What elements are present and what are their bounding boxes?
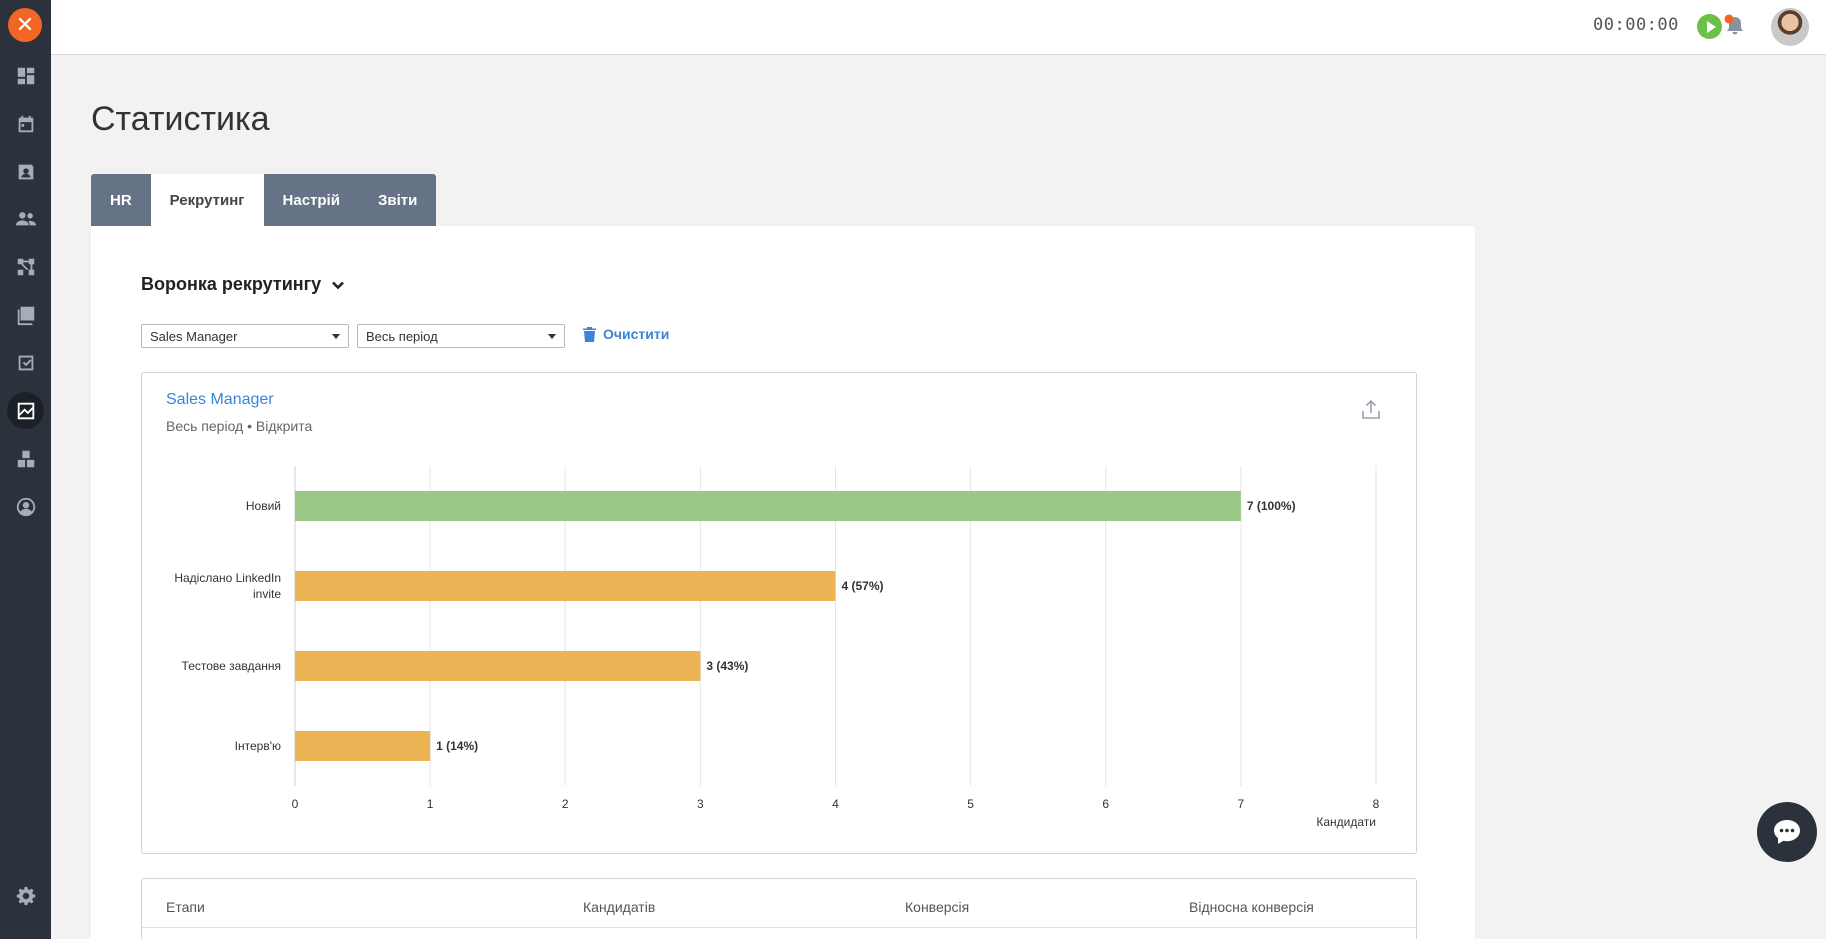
workflow-icon: [17, 258, 34, 275]
caret-down-icon: [332, 334, 340, 339]
trash-icon: [583, 326, 596, 342]
library-icon: [17, 306, 34, 325]
bar-data-label: 7 (100%): [1247, 499, 1296, 513]
y-category-label: Надіслано LinkedIn invite: [174, 571, 281, 601]
y-category-label: Новий: [246, 499, 281, 513]
x-tick-label: 6: [1102, 797, 1109, 811]
table-header-relative-conversion: Відносна конверсія: [1189, 899, 1314, 915]
sidebar-item-tasks[interactable]: [7, 344, 44, 381]
x-tick-label: 7: [1238, 797, 1245, 811]
tab-recruiting[interactable]: Рекрутинг: [150, 174, 264, 226]
bar-data-label: 1 (14%): [436, 739, 478, 753]
dashboard-icon: [17, 67, 34, 84]
funnel-bar-chart: 0 1 2 3 4 5 6 7 8 Кандидати 7 (100%) Новий 4 (57%) На…: [174, 466, 1380, 829]
table-header-candidates: Кандидатів: [583, 899, 656, 915]
funnel-bar: [295, 731, 431, 761]
funnel-table: Етапи Кандидатів Конверсія Відносна конв…: [141, 878, 1417, 939]
top-header: [51, 0, 1826, 55]
people-icon: [15, 211, 36, 225]
sidebar-item-library[interactable]: [7, 296, 44, 333]
chart-vacancy-link[interactable]: Sales Manager: [166, 391, 274, 408]
user-avatar[interactable]: [1771, 8, 1809, 46]
chart-subtitle: Весь період • Відкрита: [166, 418, 313, 434]
chat-button[interactable]: [1757, 802, 1817, 862]
sidebar-item-settings[interactable]: [7, 877, 44, 914]
statistics-icon: [17, 402, 34, 419]
period-select-value: Весь період: [366, 329, 438, 344]
x-tick-label: 5: [967, 797, 974, 811]
funnel-bar: [295, 491, 1241, 521]
sidebar-item-calendar[interactable]: [7, 105, 44, 142]
vacancy-select-value: Sales Manager: [150, 329, 238, 344]
funnel-bar: [295, 571, 836, 601]
table-header-conversion: Конверсія: [905, 899, 970, 915]
calendar-icon: [18, 115, 33, 132]
notifications-bell-icon[interactable]: [1723, 14, 1747, 38]
y-category-label: Інтерв'ю: [235, 739, 281, 753]
clear-filters-button[interactable]: Очистити: [583, 326, 669, 342]
blocks-icon: [17, 450, 34, 467]
sidebar-item-people[interactable]: [7, 200, 44, 237]
table-divider: [142, 927, 1416, 928]
x-tick-label: 3: [697, 797, 704, 811]
app-logo[interactable]: ✕: [8, 8, 42, 42]
contacts-icon: [18, 164, 33, 179]
x-tick-label: 1: [427, 797, 434, 811]
sidebar-item-workflow[interactable]: [7, 248, 44, 285]
vacancy-select[interactable]: Sales Manager: [141, 324, 349, 348]
sidebar-item-blocks[interactable]: [7, 440, 44, 477]
sidebar-item-profile[interactable]: [7, 488, 44, 525]
page-title: Статистика: [91, 100, 270, 138]
tab-mood[interactable]: Настрій: [263, 174, 359, 226]
profile-icon: [16, 497, 35, 516]
period-select[interactable]: Весь період: [357, 324, 565, 348]
tab-bar: HR Рекрутинг Настрій Звіти: [91, 174, 437, 226]
recruiting-panel: Воронка рекрутингу Sales Manager Весь пе…: [91, 226, 1475, 939]
bar-data-label: 4 (57%): [842, 579, 884, 593]
funnel-chart-card: Sales Manager Весь період • Відкрита 0 1 2…: [141, 372, 1417, 854]
x-tick-label: 8: [1373, 797, 1380, 811]
section-title: Воронка рекрутингу: [141, 274, 322, 294]
funnel-section-toggle[interactable]: Воронка рекрутингу: [141, 274, 345, 295]
gear-icon: [16, 886, 35, 905]
tasks-icon: [18, 355, 33, 370]
x-tick-label: 2: [562, 797, 569, 811]
x-tick-label: 0: [292, 797, 299, 811]
sidebar-item-contacts[interactable]: [7, 153, 44, 190]
chevron-down-icon: [332, 281, 345, 289]
table-header-stages: Етапи: [166, 899, 205, 915]
y-category-label: Тестове завдання: [182, 659, 281, 673]
tab-reports[interactable]: Звіти: [358, 174, 437, 226]
clear-filters-label: Очистити: [603, 326, 670, 342]
funnel-bar: [295, 651, 701, 681]
time-tracker-display: 00:00:00: [1593, 15, 1679, 35]
sidebar: ✕: [0, 0, 51, 939]
bar-data-label: 3 (43%): [706, 659, 748, 673]
caret-down-icon: [548, 334, 556, 339]
sidebar-item-statistics[interactable]: [7, 392, 44, 429]
chat-bubble-icon: [1774, 820, 1800, 844]
x-tick-label: 4: [832, 797, 839, 811]
tab-hr[interactable]: HR: [91, 174, 151, 226]
timer-play-button[interactable]: [1697, 14, 1722, 39]
sidebar-item-dashboard[interactable]: [7, 57, 44, 94]
x-axis-title: Кандидати: [1316, 815, 1376, 829]
export-icon[interactable]: [1359, 398, 1383, 422]
